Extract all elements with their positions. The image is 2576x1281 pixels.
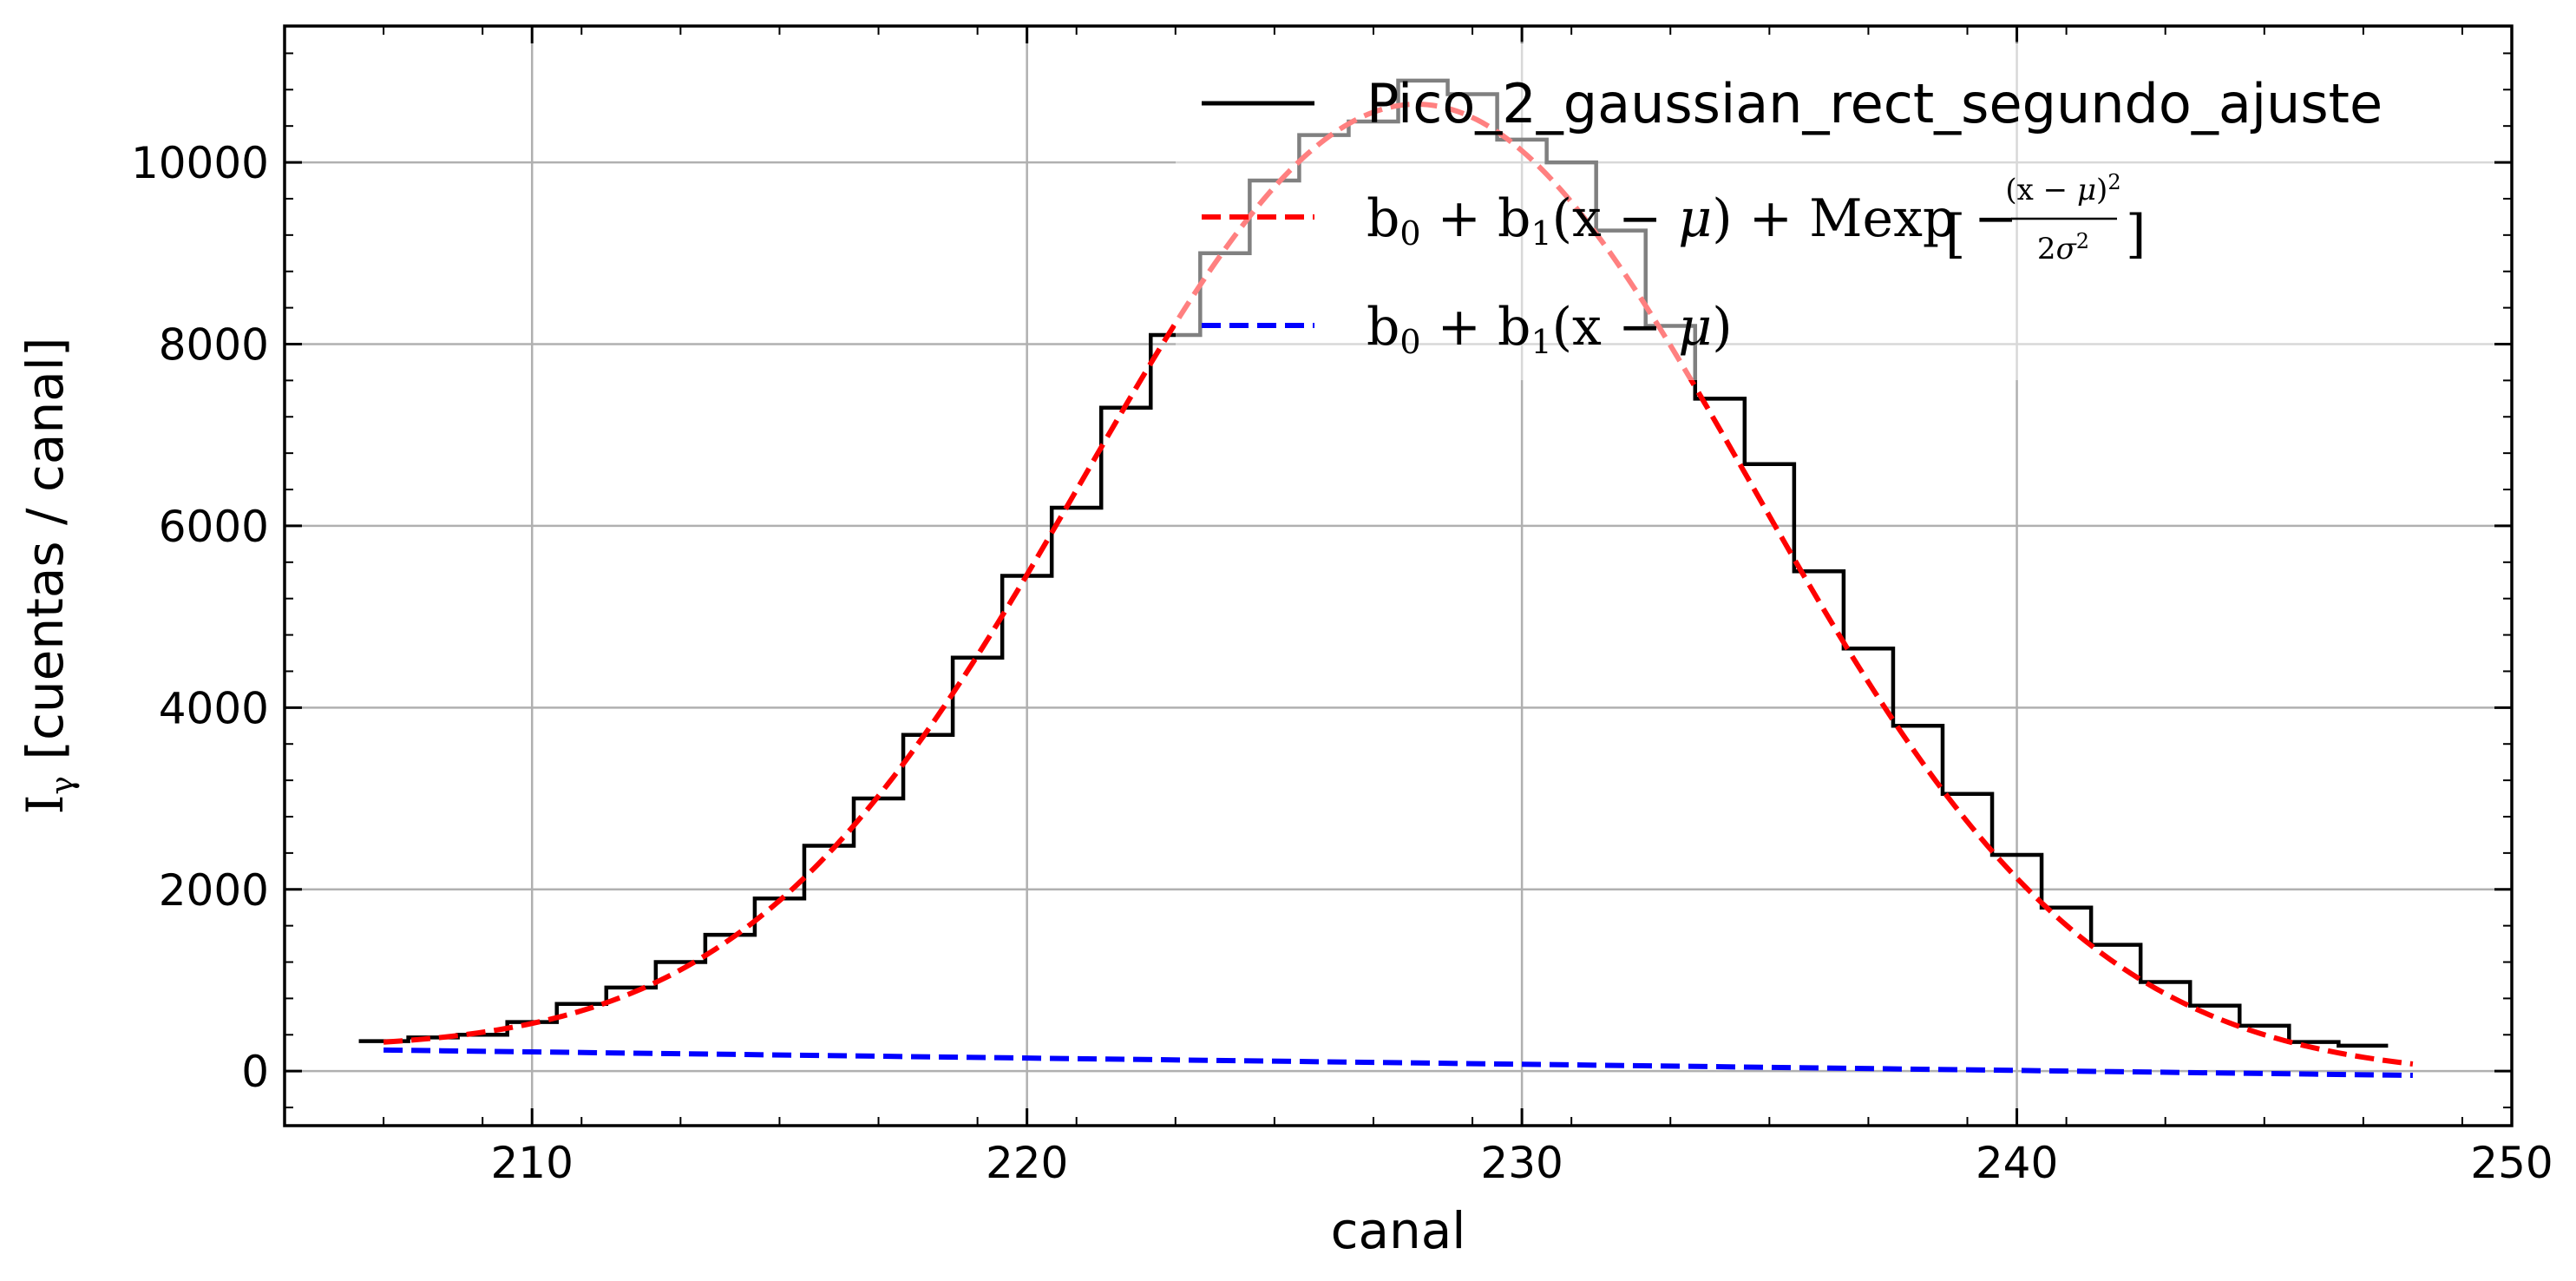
y-tick-label: 10000	[131, 138, 269, 188]
legend-box	[1176, 42, 2494, 380]
x-tick-label: 210	[491, 1138, 574, 1188]
y-tick-label: 8000	[159, 319, 269, 370]
y-tick-label: 6000	[159, 502, 269, 552]
x-tick-label: 250	[2470, 1138, 2553, 1188]
axes-frame	[283, 24, 2514, 1127]
ticks: 210 220 230 240 250 0 2000 4000 6000 8000 10000	[131, 26, 2553, 1188]
x-axis-label: canal	[1331, 1201, 1466, 1260]
y-axis-label: Iγ [cuentas / canal]	[16, 338, 81, 815]
y-axis-label-sub: γ	[45, 776, 81, 795]
legend-fit-numerator: (x − μ)2	[2005, 170, 2120, 207]
legend-fit-formula-part: b0 + b1(x − μ) + Mexp	[1367, 188, 1956, 253]
legend-fit-minus: −	[1974, 188, 2017, 249]
x-tick-label: 240	[1976, 1138, 2058, 1188]
y-tick-label: 2000	[159, 865, 269, 916]
series-baseline	[383, 1047, 2413, 1079]
legend-entry-fit: b0 + b1(x − μ) + Mexp [ − (x − μ)2 2σ2 ]	[1367, 170, 2146, 266]
legend: Pico_2_gaussian_rect_segundo_ajuste b0 +…	[1176, 42, 2494, 380]
x-tick-label: 230	[1480, 1138, 1563, 1188]
legend-entry-data: Pico_2_gaussian_rect_segundo_ajuste	[1367, 72, 2383, 135]
y-axis-label-main: I	[16, 795, 75, 815]
y-axis-label-rest: [cuentas / canal]	[16, 338, 75, 777]
legend-fit-bracket-close: ]	[2126, 204, 2146, 265]
y-tick-label: 0	[241, 1047, 269, 1097]
y-tick-label: 4000	[159, 683, 269, 733]
legend-fit-bracket-open: [	[1945, 204, 1965, 265]
x-tick-label: 220	[986, 1138, 1068, 1188]
